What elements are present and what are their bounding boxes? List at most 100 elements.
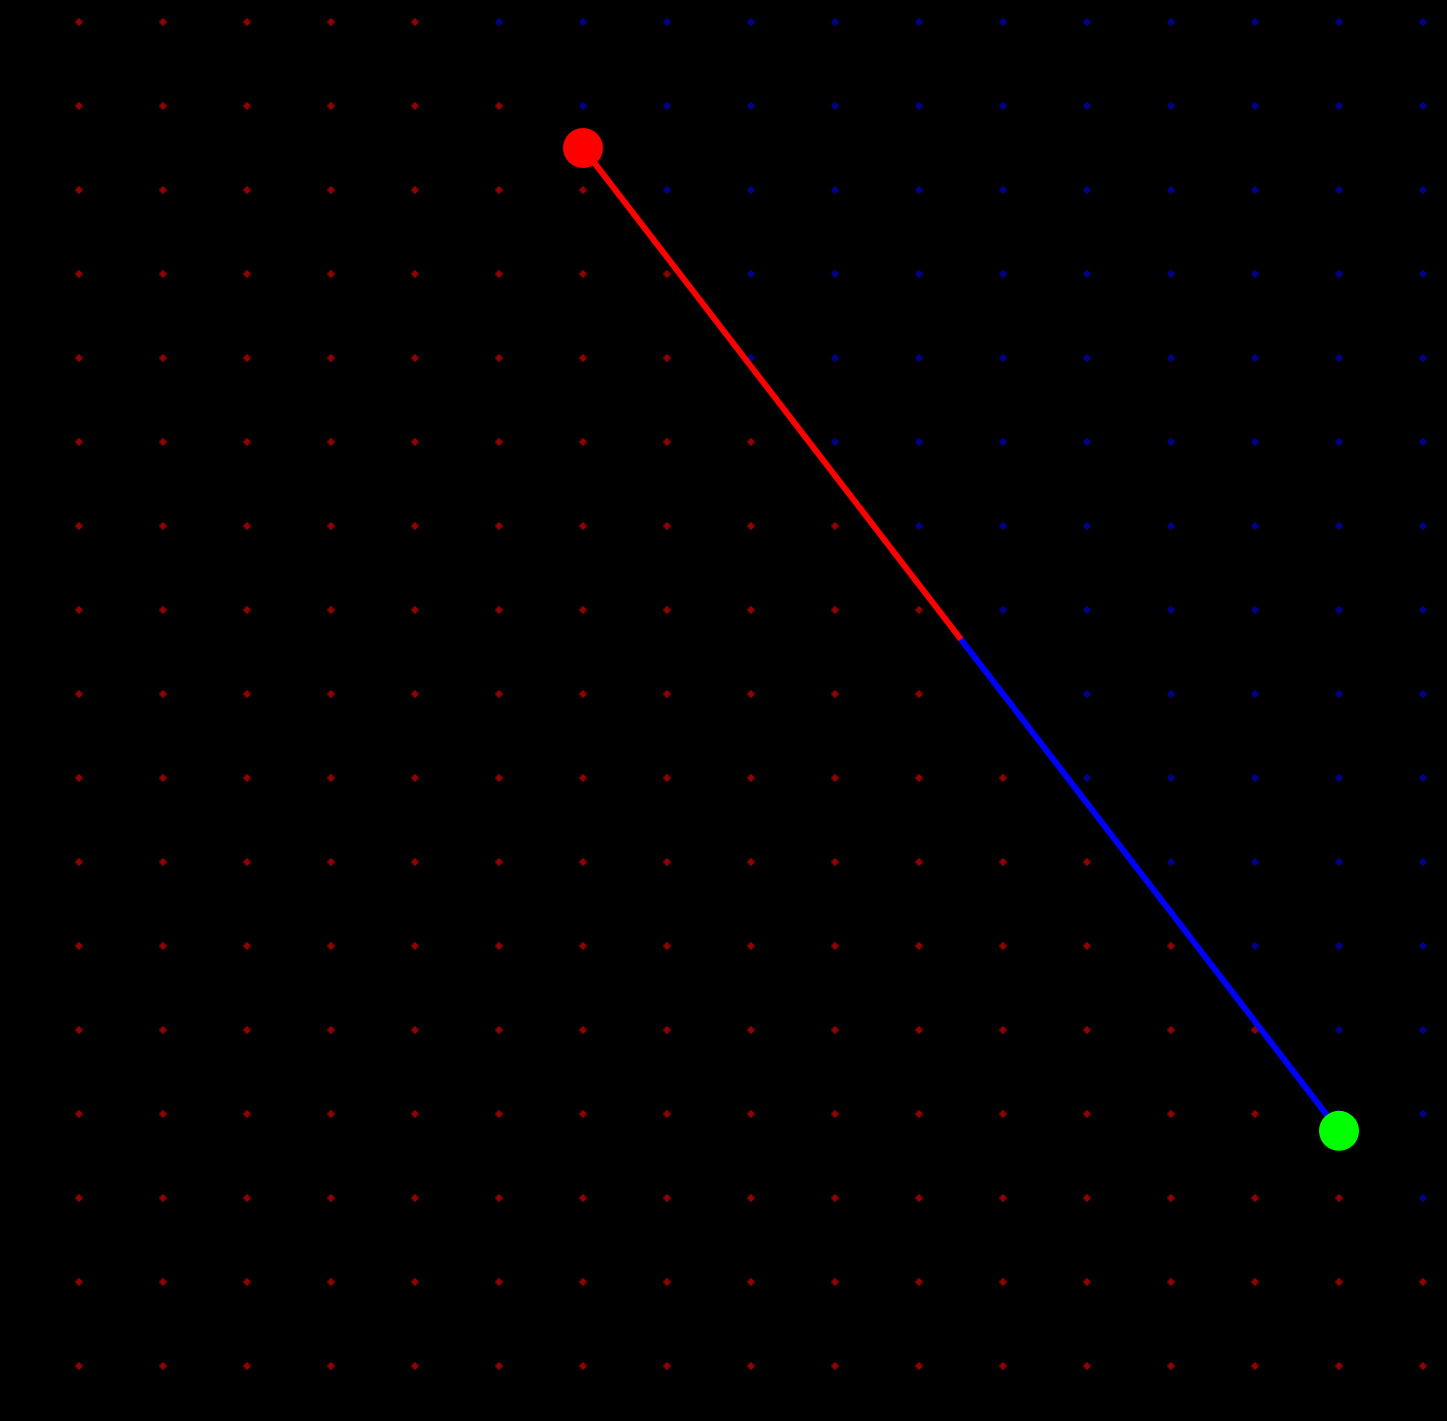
grid-dot — [578, 521, 588, 531]
grid-dot — [1082, 1109, 1092, 1119]
grid-dot — [326, 17, 336, 27]
grid-dot — [578, 857, 588, 867]
grid-dot — [326, 1193, 336, 1203]
grid-dot — [746, 689, 756, 699]
grid-dot — [326, 437, 336, 447]
grid-dot — [158, 101, 168, 111]
grid-dot — [662, 773, 672, 783]
grid-dot — [830, 605, 840, 615]
grid-dot — [1166, 605, 1176, 615]
grid-dot — [326, 1109, 336, 1119]
grid-dot — [998, 1109, 1008, 1119]
grid-dot — [494, 941, 504, 951]
grid-dot — [1418, 773, 1428, 783]
grid-dot — [1418, 269, 1428, 279]
grid-dot — [1250, 1277, 1260, 1287]
grid-dot — [830, 269, 840, 279]
grid-dot — [830, 1277, 840, 1287]
grid-dot — [242, 269, 252, 279]
grid-dot — [242, 437, 252, 447]
grid-dot — [494, 101, 504, 111]
grid-dot — [746, 857, 756, 867]
grid-dot — [410, 185, 420, 195]
grid-dot — [662, 1361, 672, 1371]
grid-dot — [410, 1025, 420, 1035]
grid-dot — [1418, 941, 1428, 951]
grid-dot — [1418, 1025, 1428, 1035]
grid-dot — [914, 605, 924, 615]
grid-dot — [1082, 437, 1092, 447]
grid-dot — [746, 1193, 756, 1203]
grid-dot — [1418, 857, 1428, 867]
grid-dot — [914, 437, 924, 447]
grid-dot — [914, 689, 924, 699]
grid-dot — [1418, 353, 1428, 363]
grid-dot — [662, 689, 672, 699]
grid-dot — [1250, 857, 1260, 867]
grid-dot — [1334, 437, 1344, 447]
grid-dot — [914, 773, 924, 783]
red-ball-marker[interactable] — [563, 128, 603, 168]
grid-dot — [998, 1193, 1008, 1203]
grid-dot — [410, 1109, 420, 1119]
grid-dot — [1334, 1193, 1344, 1203]
grid-dot — [578, 941, 588, 951]
grid-dot — [830, 689, 840, 699]
grid-dot — [326, 185, 336, 195]
grid-dot — [578, 269, 588, 279]
green-target-marker — [1319, 1110, 1359, 1151]
grid-dot — [242, 101, 252, 111]
grid-dot — [1082, 689, 1092, 699]
grid-dot — [1418, 521, 1428, 531]
grid-dot — [1250, 1109, 1260, 1119]
grid-dot — [578, 1193, 588, 1203]
grid-dot — [578, 437, 588, 447]
grid-dot — [998, 269, 1008, 279]
grid-dot — [830, 773, 840, 783]
grid-dot — [1082, 857, 1092, 867]
grid-dot — [998, 1277, 1008, 1287]
grid-dot — [1334, 689, 1344, 699]
grid-dot — [410, 353, 420, 363]
grid-dot — [1250, 605, 1260, 615]
grid-dot — [662, 1025, 672, 1035]
grid-dot — [914, 1361, 924, 1371]
grid-dot — [746, 941, 756, 951]
grid-dot — [746, 437, 756, 447]
grid-dot — [1166, 437, 1176, 447]
grid-dot — [494, 689, 504, 699]
grid-dot — [998, 857, 1008, 867]
grid-dot — [1166, 269, 1176, 279]
grid-dot — [74, 437, 84, 447]
grid-dot — [914, 1109, 924, 1119]
grid-dot — [158, 185, 168, 195]
grid-dot — [662, 1109, 672, 1119]
grid-dot — [1250, 269, 1260, 279]
grid-dot — [494, 1109, 504, 1119]
grid-dot — [998, 437, 1008, 447]
grid-dot — [830, 857, 840, 867]
grid-dot — [914, 1025, 924, 1035]
grid-dot — [1082, 1361, 1092, 1371]
grid-dot — [1082, 941, 1092, 951]
grid-dot — [1334, 605, 1344, 615]
grid-dot — [914, 1193, 924, 1203]
grid-dot — [746, 605, 756, 615]
grid-dot — [1166, 857, 1176, 867]
grid-dot — [830, 521, 840, 531]
grid-dot — [1082, 1193, 1092, 1203]
grid-dot — [746, 1109, 756, 1119]
grid-dot — [662, 857, 672, 867]
grid-dot — [410, 773, 420, 783]
grid-dot — [914, 941, 924, 951]
grid-dot — [410, 689, 420, 699]
grid-dot — [1082, 353, 1092, 363]
grid-dot — [578, 1361, 588, 1371]
grid-dot — [662, 437, 672, 447]
grid-dot — [326, 941, 336, 951]
grid-dot — [1334, 1361, 1344, 1371]
grid-dot — [410, 437, 420, 447]
trajectory-path — [580, 146, 1342, 1133]
grid-dot — [74, 101, 84, 111]
grid-dot — [1166, 1277, 1176, 1287]
